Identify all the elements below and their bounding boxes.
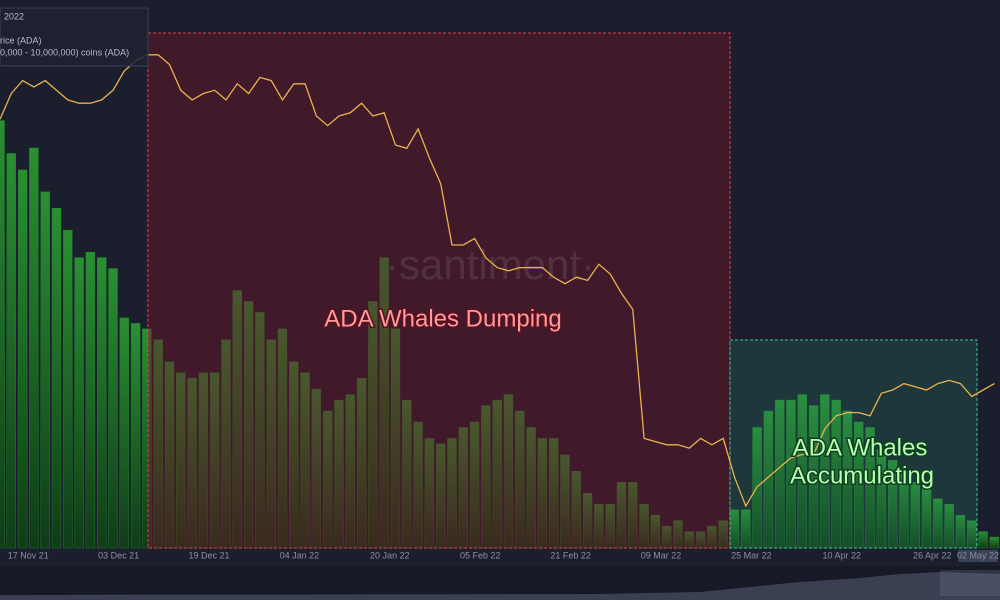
x-tick-label: 25 Mar 22 [731,550,772,560]
bar [899,471,909,549]
bar [130,323,141,549]
bar [142,328,152,549]
bar [277,328,288,549]
bar [582,493,593,549]
bar [978,531,988,549]
bar [198,372,209,549]
cursor-label-box [958,550,998,562]
bar [334,399,344,549]
bar [322,410,333,549]
price-line [0,54,995,508]
legend-entry: rice (ADA) [0,35,42,45]
x-tick-label: 19 Dec 21 [189,550,230,560]
bar [933,498,943,549]
cursor-label: 02 May 22 [957,550,999,560]
bar [63,229,73,549]
bar [673,520,683,549]
bar [718,520,728,549]
bar [119,317,129,549]
bar [854,421,864,549]
bar [797,394,807,549]
bar [40,191,50,549]
bar [458,427,468,549]
x-tick-label: 20 Jan 22 [370,550,410,560]
bar [628,482,638,549]
bar [51,208,62,549]
accumulating-zone [729,339,978,549]
legend-box [0,7,149,67]
bar [503,394,514,549]
bar [6,153,16,549]
bar [413,421,423,549]
bar [74,257,84,549]
bar [85,251,96,549]
bar [887,460,898,549]
bar [594,503,604,549]
x-tick-label: 26 Apr 22 [913,550,952,560]
bar [492,399,502,549]
bar [17,169,28,549]
bar [243,301,254,549]
x-tick-label: 10 Apr 22 [823,550,862,560]
bar [232,290,242,549]
bar [548,438,559,549]
bar [842,410,853,549]
bar [537,438,548,549]
legend-title: 2022 [4,11,24,21]
x-tick-label: 03 Dec 21 [98,550,139,560]
navigator-mini [0,572,1000,600]
x-tick-label: 21 Feb 22 [550,550,591,560]
bar [368,301,378,549]
bar [289,361,299,549]
x-tick-label: 05 Feb 22 [460,550,501,560]
bar [29,147,39,549]
bar [989,536,1000,549]
legend-entry: 0,000 - 10,000,000) coins (ADA) [0,47,129,57]
bar [0,120,5,549]
x-tick-label: 09 Mar 22 [641,550,682,560]
bar [763,410,774,549]
watermark: ·santiment· [385,241,595,288]
annotation: ADA Whales Dumping [324,305,561,332]
bar [808,405,819,549]
bar [96,257,107,549]
navigator-window[interactable] [940,570,1000,596]
bar [187,377,197,549]
x-tick-label: 04 Jan 22 [280,550,320,560]
bar [153,339,163,549]
annotation: Accumulating [790,462,934,489]
bar [108,268,118,549]
x-tick-label: 17 Nov 21 [8,550,49,560]
dumping-zone [147,32,731,549]
annotation: ADA Whales [793,434,928,461]
